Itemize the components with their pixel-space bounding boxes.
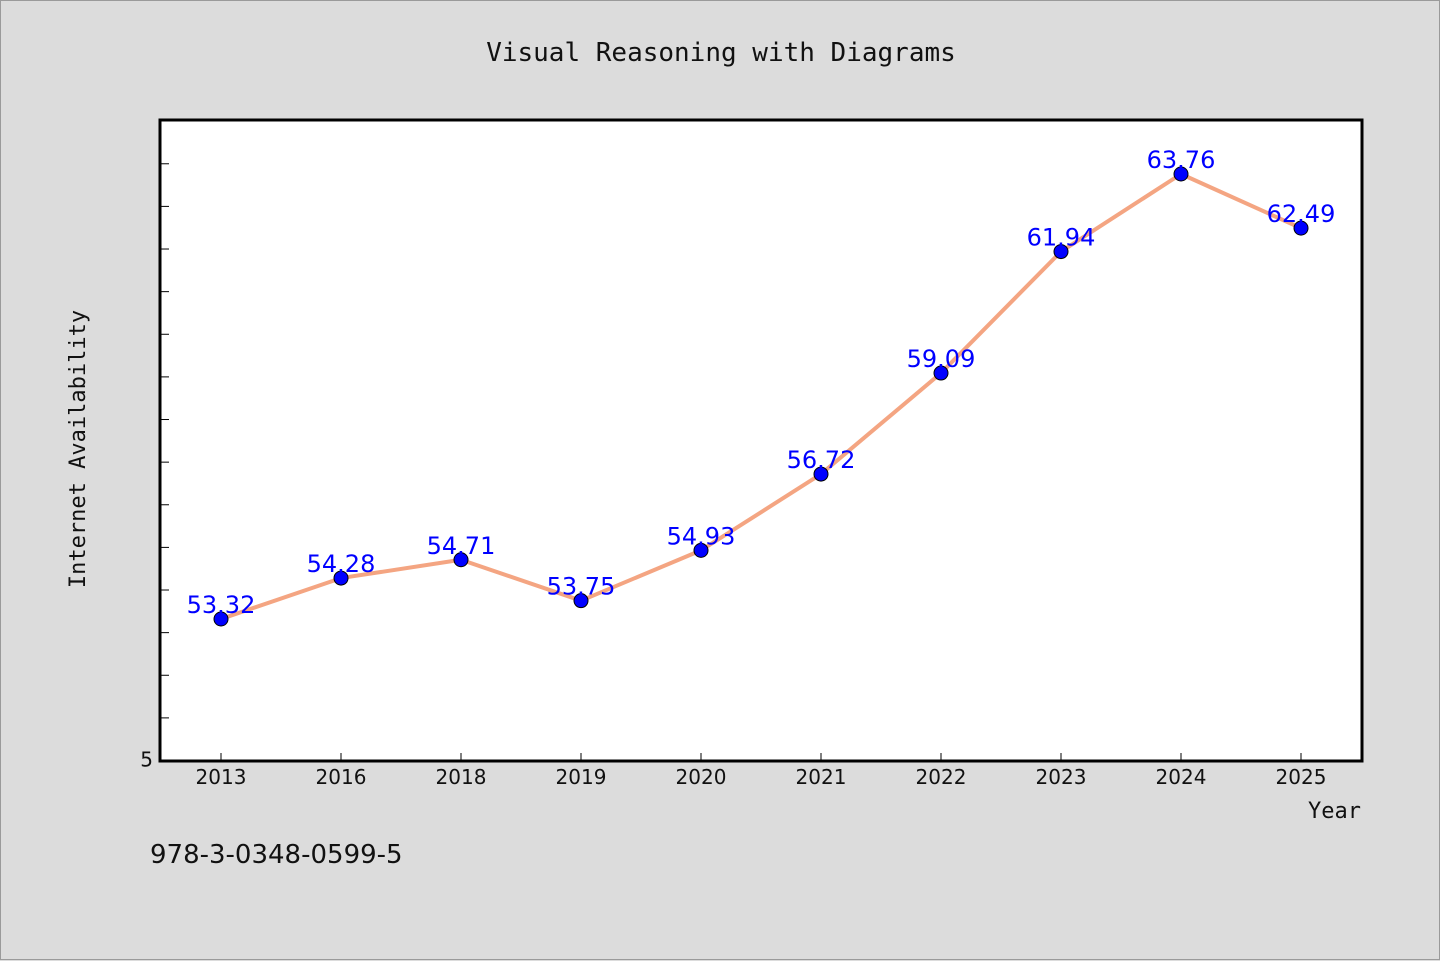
x-axis-ticks: 2013 2016 2018 2019 2020 2021 2022 2023 2024 2025 <box>196 753 1327 789</box>
x-tick-label: 2018 <box>436 765 487 789</box>
series-line-group <box>220 172 1302 621</box>
x-tick-label: 2016 <box>316 765 367 789</box>
x-tick-label: 2019 <box>556 765 607 789</box>
data-point <box>453 552 469 568</box>
x-tick-label: 2023 <box>1036 765 1087 789</box>
data-label: 59.09 <box>907 345 976 373</box>
data-label: 53.75 <box>547 573 616 601</box>
data-label: 54.28 <box>307 550 376 578</box>
data-point <box>1293 220 1309 236</box>
data-point <box>1053 244 1069 260</box>
x-tick-label: 2024 <box>1156 765 1207 789</box>
data-labels: 53.32 54.28 54.71 53.75 54.93 56.72 59.09 61.94… <box>187 146 1336 619</box>
footer-isbn-text: 978-3-0348-0599-5 <box>150 840 403 870</box>
x-tick-label: 2013 <box>196 765 247 789</box>
x-tick-label: 2022 <box>916 765 967 789</box>
data-label: 54.71 <box>427 532 496 560</box>
data-label: 54.93 <box>667 522 736 550</box>
series-line <box>220 172 1302 621</box>
x-tick-label: 2025 <box>1276 765 1327 789</box>
data-label: 61.94 <box>1027 224 1096 252</box>
y-tick-label: 5 <box>140 748 153 772</box>
data-point <box>933 365 949 381</box>
x-tick-label: 2020 <box>676 765 727 789</box>
plot-area <box>158 118 1364 763</box>
y-axis-ticks: 5 <box>140 163 169 772</box>
data-label: 63.76 <box>1147 146 1216 174</box>
y-axis-label: Internet Availability <box>66 310 91 588</box>
series-markers <box>213 166 1309 627</box>
chart-title: Visual Reasoning with Diagrams <box>486 38 956 68</box>
x-tick-label: 2021 <box>796 765 847 789</box>
data-point <box>693 542 709 558</box>
x-axis-label: Year <box>1308 799 1361 824</box>
data-label: 56.72 <box>787 446 856 474</box>
data-point <box>213 611 229 627</box>
data-point <box>573 593 589 609</box>
data-point <box>333 570 349 586</box>
data-point <box>813 466 829 482</box>
data-point <box>1173 166 1189 182</box>
data-label: 62.49 <box>1267 200 1336 228</box>
data-label: 53.32 <box>187 591 256 619</box>
